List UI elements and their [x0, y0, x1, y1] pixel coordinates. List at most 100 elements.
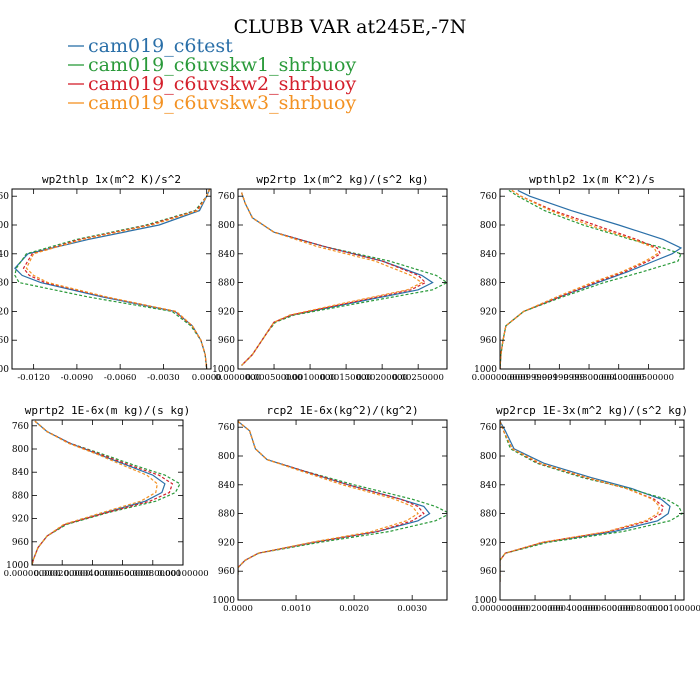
plot-frame — [237, 188, 448, 370]
panel-title: rcp2 1E-6x(kg^2)/(kg^2) — [266, 404, 418, 417]
series-group — [14, 189, 211, 369]
x-tick-label: 0.000200000 — [34, 569, 91, 579]
x-tick-label: 0.000400000 — [64, 569, 121, 579]
panel-2: wp2rtp 1x(m^2 kg)/(s^2 kg) 760 800 840 880 92… — [212, 173, 448, 383]
legend-label-1: cam019_c6test — [88, 35, 233, 57]
y-tick-label: 840 — [12, 468, 29, 478]
y-tick-label: 1000 — [0, 365, 9, 375]
y-tick-label: 880 — [0, 279, 9, 289]
x-tick-label: 0.000500000 — [246, 373, 303, 383]
x-tick-label: 0.00400000 — [593, 373, 644, 383]
x-tick-label: -0.0060 — [104, 373, 137, 383]
y-tick-label: 760 — [218, 423, 235, 433]
x-tick-label: -0.0030 — [147, 373, 180, 383]
legend: cam019_c6testcam019_c6uvskw1_shrbuoycam0… — [68, 35, 356, 114]
y-tick-label: 920 — [480, 538, 497, 548]
series-line-4 — [241, 192, 423, 366]
panel-3: wpthlp2 1x(m K^2)/s 760 800 840 880 920 960 100… — [472, 173, 685, 383]
y-tick-label: 920 — [12, 515, 29, 525]
panel-6: wp2rcp 1E-3x(m^2 kg)/(s^2 kg) 760 800 840 88… — [472, 404, 700, 614]
x-tick-label: 0.00100000 — [157, 569, 208, 579]
panel-title: wprtp2 1E-6x(m kg)/(s kg) — [25, 404, 191, 417]
x-tick-label: 0.0020 — [339, 604, 369, 614]
x-tick-label: 0.0030 — [397, 604, 427, 614]
series-group — [32, 420, 181, 565]
series-group — [238, 420, 447, 575]
panel-title: wp2rcp 1E-3x(m^2 kg)/(s^2 kg) — [496, 404, 688, 417]
x-tick-label: 0.00200000 — [356, 373, 407, 383]
y-tick-label: 800 — [12, 445, 29, 455]
y-tick-label: 920 — [218, 307, 235, 317]
x-tick-label: 0.000200000 — [507, 604, 564, 614]
y-tick-label: 1000 — [212, 365, 235, 375]
panels: wp2thlp 1x(m^2 K)/s^2 760 800 840 880 920 960 1… — [0, 173, 700, 614]
legend-label-4: cam019_c6uvskw3_shrbuoy — [88, 92, 356, 114]
y-tick-label: 960 — [12, 538, 29, 548]
series-line-1 — [238, 420, 431, 575]
y-tick-label: 960 — [0, 336, 9, 346]
y-tick-label: 840 — [480, 250, 497, 260]
y-tick-label: 1000 — [474, 365, 497, 375]
x-tick-label: 0.00250000 — [392, 373, 443, 383]
series-line-2 — [238, 420, 447, 575]
figure-title: CLUBB VAR at245E,-7N — [234, 16, 467, 38]
plot-frame — [237, 419, 448, 601]
series-line-1 — [500, 421, 671, 582]
y-tick-label: 920 — [480, 307, 497, 317]
x-tick-label: 0.000800000 — [124, 569, 181, 579]
y-tick-label: 1000 — [212, 596, 235, 606]
legend-label-2: cam019_c6uvskw1_shrbuoy — [88, 54, 356, 76]
panel-title: wp2thlp 1x(m^2 K)/s^2 — [42, 173, 181, 186]
series-group — [241, 192, 447, 366]
series-line-4 — [25, 189, 211, 369]
legend-label-3: cam019_c6uvskw2_shrbuoy — [88, 73, 356, 95]
y-tick-label: 840 — [480, 481, 497, 491]
y-tick-label: 760 — [480, 192, 497, 202]
series-line-3 — [241, 192, 427, 366]
plot-frame — [499, 419, 685, 601]
y-tick-label: 960 — [480, 336, 497, 346]
series-line-3 — [500, 189, 662, 369]
panel-title: wp2rtp 1x(m^2 kg)/(s^2 kg) — [256, 173, 428, 186]
plot-frame — [499, 188, 685, 370]
series-group — [500, 189, 683, 369]
x-tick-label: -0.0120 — [17, 373, 50, 383]
y-tick-label: 800 — [480, 221, 497, 231]
x-tick-label: 0.0000000 — [215, 373, 261, 383]
series-line-3 — [32, 420, 174, 565]
y-tick-label: 840 — [0, 250, 9, 260]
x-tick-label: 0.000600000 — [94, 569, 151, 579]
y-tick-label: 960 — [218, 336, 235, 346]
x-tick-label: 0.000400000 — [542, 604, 599, 614]
plot-frame — [11, 188, 212, 370]
y-tick-label: 760 — [12, 422, 29, 432]
panel-1: wp2thlp 1x(m^2 K)/s^2 760 800 840 880 920 960 1… — [0, 173, 222, 383]
y-tick-label: 800 — [218, 452, 235, 462]
y-tick-label: 880 — [480, 279, 497, 289]
y-tick-label: 800 — [218, 221, 235, 231]
x-tick-label: 0.0000 — [223, 604, 253, 614]
y-tick-label: 800 — [0, 221, 9, 231]
y-tick-label: 920 — [0, 307, 9, 317]
y-tick-label: 760 — [0, 192, 9, 202]
y-tick-label: 760 — [480, 423, 497, 433]
plot-frame — [31, 419, 184, 566]
x-tick-label: 0.00300000 — [563, 373, 614, 383]
y-tick-label: 880 — [218, 279, 235, 289]
y-tick-label: 800 — [480, 452, 497, 462]
x-tick-label: 0.000000000 — [472, 373, 529, 383]
x-tick-label: 0.000800000 — [612, 604, 669, 614]
series-group — [500, 421, 683, 582]
x-tick-label: -0.0090 — [61, 373, 94, 383]
x-tick-label: 0.0000 — [192, 373, 222, 383]
y-tick-label: 880 — [218, 510, 235, 520]
y-tick-label: 1000 — [474, 596, 497, 606]
series-line-2 — [500, 189, 682, 369]
series-line-2 — [241, 192, 447, 366]
panel-4: wprtp2 1E-6x(m kg)/(s kg) 760 800 840 880 920… — [4, 404, 209, 579]
series-line-1 — [241, 192, 434, 366]
x-tick-label: 0.000000000 — [472, 604, 529, 614]
x-tick-label: 0.0010 — [281, 604, 311, 614]
y-tick-label: 760 — [218, 192, 235, 202]
